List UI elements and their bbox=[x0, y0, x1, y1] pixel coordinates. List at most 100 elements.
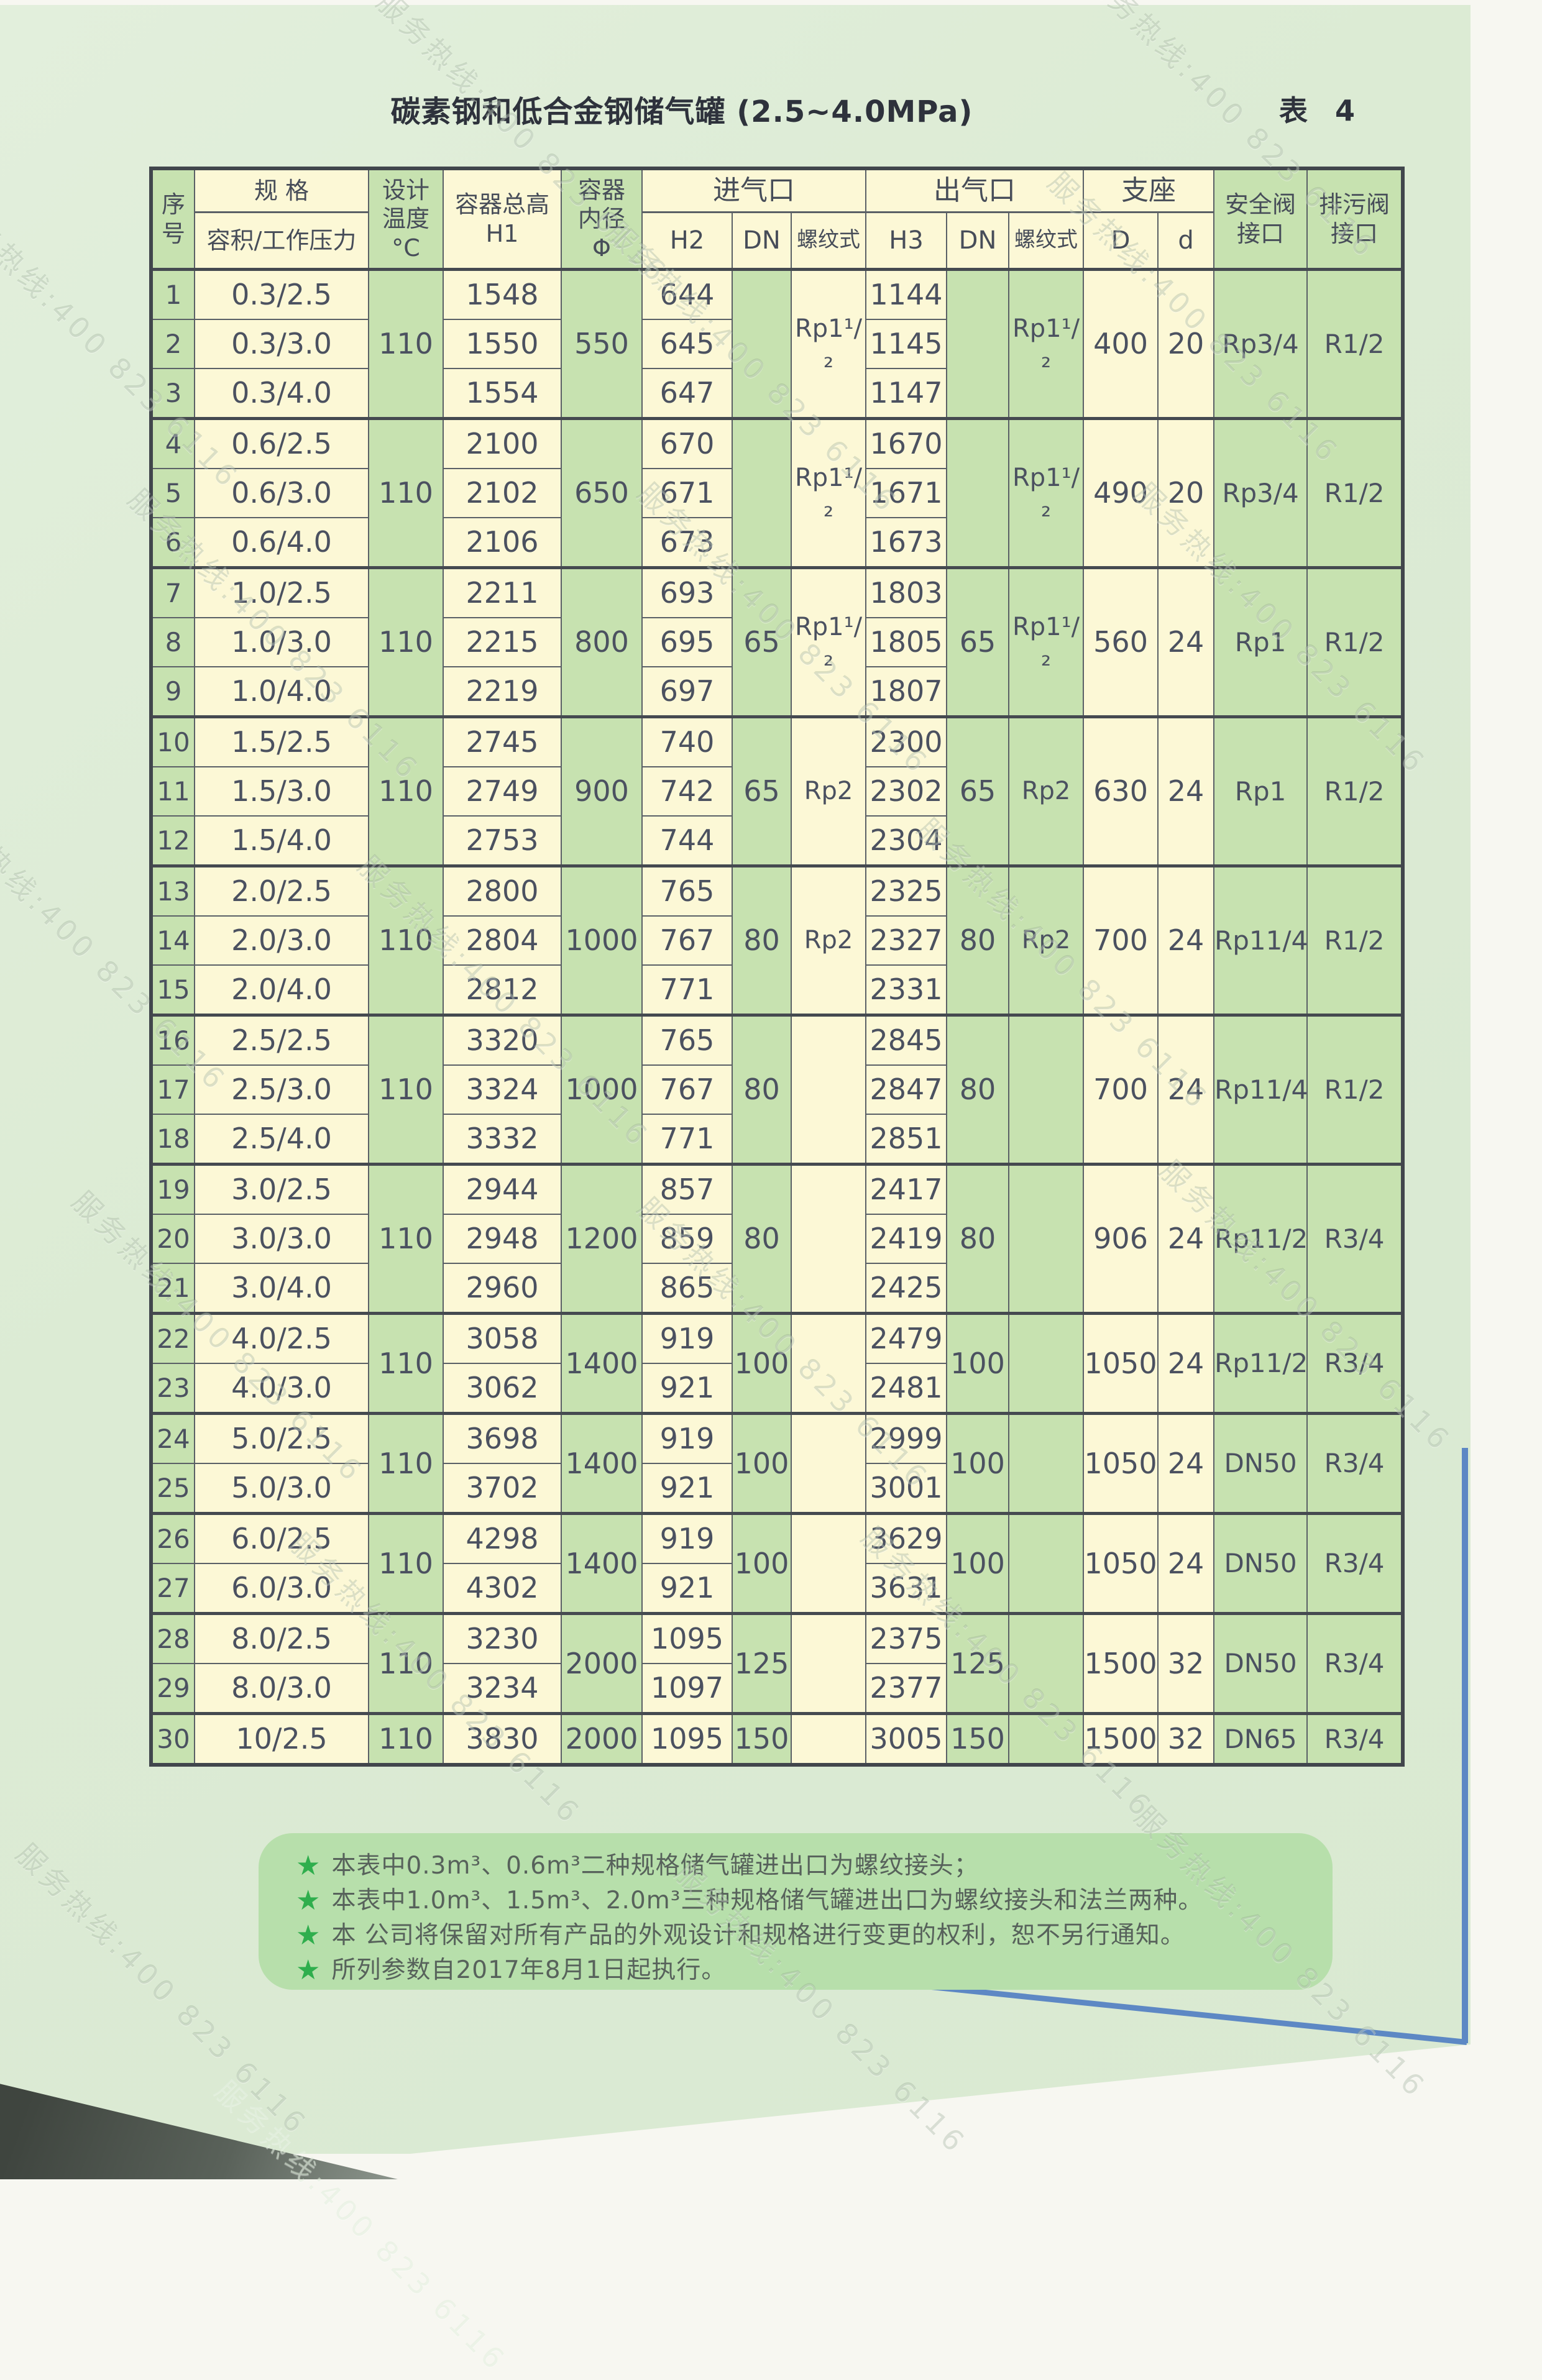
cell-h1: 1554 bbox=[443, 368, 562, 419]
cell-volume-pressure: 1.5/4.0 bbox=[194, 815, 369, 867]
cell-h1: 2745 bbox=[443, 715, 562, 767]
header-outlet-dn: DN bbox=[946, 211, 1010, 270]
cell-h1: 3830 bbox=[443, 1712, 562, 1765]
cell-inlet-thread bbox=[790, 1712, 867, 1765]
cell-h1: 3332 bbox=[443, 1114, 562, 1165]
cell-h3: 1807 bbox=[865, 666, 948, 718]
cell-h3: 2851 bbox=[865, 1114, 948, 1165]
cell-h3: 1671 bbox=[865, 468, 948, 518]
table-row: 13 2.0/2.5 110 2800 1000 765 80 Rp2 2325 80 Rp2 700… bbox=[150, 864, 1404, 1016]
star-icon: ★ bbox=[296, 1885, 321, 1916]
cell-h3: 1147 bbox=[865, 368, 948, 419]
cell-h3: 2325 bbox=[865, 864, 948, 917]
cell-outlet-dn: 80 bbox=[946, 864, 1010, 1016]
cell-inner-diameter: 650 bbox=[561, 417, 643, 569]
cell-support-d: 24 bbox=[1157, 1312, 1215, 1414]
cell-outlet-thread bbox=[1008, 1312, 1085, 1414]
cell-design-temp: 110 bbox=[368, 1412, 444, 1514]
cell-drain-valve-port: R1/2 bbox=[1306, 1014, 1404, 1165]
header-serial: 序 号 bbox=[150, 168, 195, 270]
table-row: 6 0.6/4.0 2106 673 1673 bbox=[150, 517, 1403, 569]
cell-h1: 1550 bbox=[443, 319, 562, 369]
table-row: 28 8.0/2.5 110 3230 2000 1095 125 2375 125 1500 32… bbox=[150, 1612, 1404, 1714]
cell-serial: 25 bbox=[150, 1463, 195, 1514]
cell-design-temp: 110 bbox=[368, 1014, 444, 1165]
cell-h1: 2102 bbox=[443, 468, 562, 518]
cell-outlet-thread bbox=[1008, 1512, 1085, 1614]
cell-h3: 2377 bbox=[865, 1663, 948, 1714]
cell-serial: 19 bbox=[150, 1163, 195, 1215]
table-row: 1 0.3/2.5 110 1548 550 644 Rp1¹/₂ 1144 Rp1¹/₂ 400… bbox=[150, 268, 1404, 419]
cell-h3: 2331 bbox=[865, 964, 948, 1016]
cell-serial: 30 bbox=[150, 1712, 195, 1765]
cell-inner-diameter: 800 bbox=[561, 566, 643, 718]
cell-inlet-dn: 125 bbox=[732, 1612, 792, 1714]
cell-inlet-dn: 80 bbox=[732, 1163, 792, 1314]
cell-h2: 865 bbox=[641, 1263, 733, 1314]
cell-serial: 9 bbox=[150, 666, 195, 718]
cell-volume-pressure: 2.5/2.5 bbox=[194, 1014, 369, 1066]
cell-inner-diameter: 1200 bbox=[561, 1163, 643, 1314]
cell-h2: 771 bbox=[641, 964, 733, 1016]
cell-outlet-thread bbox=[1008, 1612, 1085, 1714]
cell-h3: 2425 bbox=[865, 1263, 948, 1314]
note-item: ★ 所列参数自2017年8月1日起执行。 bbox=[296, 1955, 1308, 1986]
cell-h1: 3324 bbox=[443, 1064, 562, 1115]
table-row: 11 1.5/3.0 2749 742 2302 bbox=[150, 766, 1403, 817]
cell-inner-diameter: 1400 bbox=[561, 1412, 643, 1514]
cell-h1: 2960 bbox=[443, 1263, 562, 1314]
cell-serial: 6 bbox=[150, 517, 195, 569]
header-inlet: 进气口 bbox=[641, 168, 867, 213]
cell-drain-valve-port: R3/4 bbox=[1306, 1163, 1404, 1314]
cell-h1: 4302 bbox=[443, 1563, 562, 1614]
header-spec-sub: 容积/工作压力 bbox=[194, 211, 369, 270]
cell-h3: 2375 bbox=[865, 1612, 948, 1664]
cell-h2: 919 bbox=[641, 1512, 733, 1564]
cell-inlet-thread bbox=[790, 1512, 867, 1614]
cell-design-temp: 110 bbox=[368, 715, 444, 867]
cell-h2: 921 bbox=[641, 1563, 733, 1614]
cell-volume-pressure: 0.6/3.0 bbox=[194, 468, 369, 518]
cell-support-D: 630 bbox=[1083, 715, 1159, 867]
cell-h3: 2417 bbox=[865, 1163, 948, 1215]
cell-serial: 14 bbox=[150, 915, 195, 966]
cell-h2: 859 bbox=[641, 1214, 733, 1264]
cell-h1: 3234 bbox=[443, 1663, 562, 1714]
table-row: 2 0.3/3.0 1550 645 1145 bbox=[150, 319, 1403, 369]
cell-volume-pressure: 1.5/3.0 bbox=[194, 766, 369, 817]
cell-h3: 3001 bbox=[865, 1463, 948, 1514]
cell-outlet-thread bbox=[1008, 1712, 1085, 1765]
cell-h3: 2304 bbox=[865, 815, 948, 867]
header-inlet-thread: 螺纹式 bbox=[790, 211, 867, 270]
cell-inlet-thread: Rp1¹/₂ bbox=[790, 268, 867, 419]
cell-h2: 647 bbox=[641, 368, 733, 419]
cell-outlet-thread: Rp1¹/₂ bbox=[1008, 417, 1085, 569]
cell-h2: 1097 bbox=[641, 1663, 733, 1714]
star-icon: ★ bbox=[296, 1920, 321, 1951]
cell-outlet-thread: Rp1¹/₂ bbox=[1008, 566, 1085, 718]
note-text: 本表中0.3m³、0.6m³二种规格储气罐进出口为螺纹接头； bbox=[331, 1852, 979, 1880]
cell-support-d: 20 bbox=[1157, 268, 1215, 419]
header-h2: H2 bbox=[641, 211, 733, 270]
cell-h2: 673 bbox=[641, 517, 733, 569]
cell-support-d: 32 bbox=[1157, 1612, 1215, 1714]
cell-design-temp: 110 bbox=[368, 1312, 444, 1414]
cell-h3: 2419 bbox=[865, 1214, 948, 1264]
table-row: 21 3.0/4.0 2960 865 2425 bbox=[150, 1263, 1403, 1314]
note-text: 所列参数自2017年8月1日起执行。 bbox=[331, 1956, 727, 1984]
cell-drain-valve-port: R3/4 bbox=[1306, 1312, 1404, 1414]
cell-volume-pressure: 4.0/2.5 bbox=[194, 1312, 369, 1364]
header-drain-valve-port: 排污阀 接口 bbox=[1306, 168, 1404, 270]
cell-h2: 857 bbox=[641, 1163, 733, 1215]
cell-outlet-dn bbox=[946, 417, 1010, 569]
cell-support-D: 700 bbox=[1083, 1014, 1159, 1165]
cell-volume-pressure: 6.0/2.5 bbox=[194, 1512, 369, 1564]
cell-drain-valve-port: R1/2 bbox=[1306, 566, 1404, 718]
cell-support-D: 490 bbox=[1083, 417, 1159, 569]
page-edge-line-vertical bbox=[1462, 1448, 1468, 2043]
cell-serial: 12 bbox=[150, 815, 195, 867]
cell-h3: 2845 bbox=[865, 1014, 948, 1066]
cell-support-d: 24 bbox=[1157, 1163, 1215, 1314]
cell-inner-diameter: 1000 bbox=[561, 1014, 643, 1165]
cell-safety-valve-port: Rp11/4 bbox=[1213, 864, 1308, 1016]
